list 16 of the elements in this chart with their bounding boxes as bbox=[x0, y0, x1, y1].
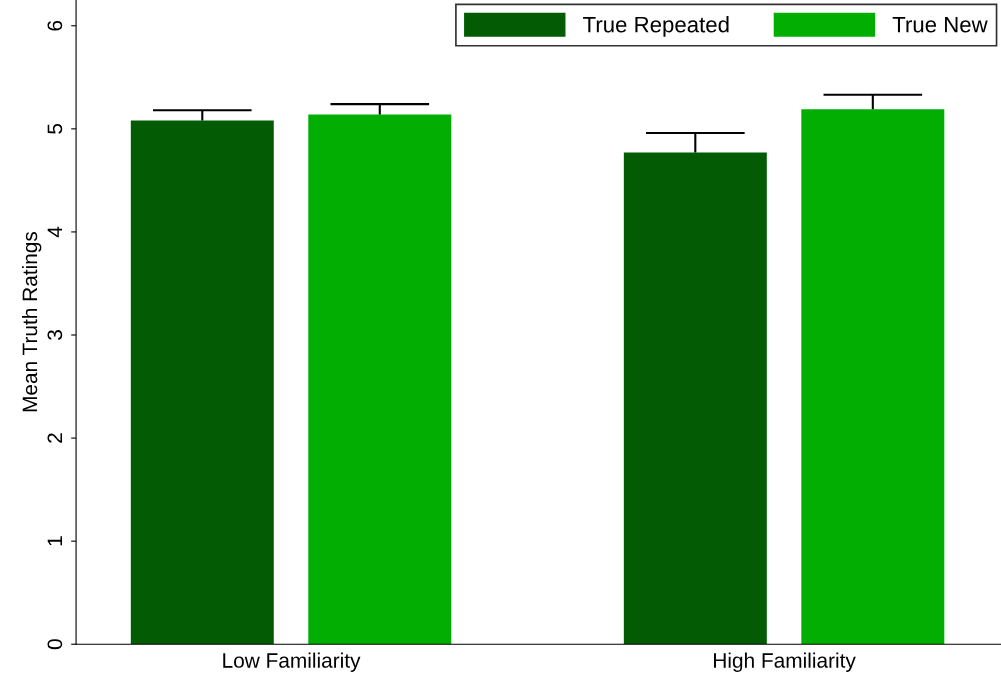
y-axis-title: Mean Truth Ratings bbox=[21, 231, 42, 412]
legend-label: True New bbox=[892, 16, 988, 33]
bar bbox=[623, 152, 767, 645]
y-tick-label: 6 bbox=[47, 20, 63, 31]
y-tick-label: 3 bbox=[47, 330, 63, 340]
y-tick-label: 1 bbox=[47, 536, 63, 546]
x-tick-label: Low Familiarity bbox=[223, 652, 361, 672]
legend-label: True Repeated bbox=[583, 16, 729, 37]
y-tick-label: 5 bbox=[47, 123, 63, 134]
x-tick-label: High Familiarity bbox=[714, 652, 856, 672]
y-tick-label: 0 bbox=[47, 639, 63, 650]
bar bbox=[801, 109, 945, 645]
y-tick-label: 4 bbox=[47, 226, 63, 238]
y-tick-label: 2 bbox=[47, 433, 63, 443]
bar bbox=[130, 120, 274, 645]
bar bbox=[308, 114, 452, 645]
